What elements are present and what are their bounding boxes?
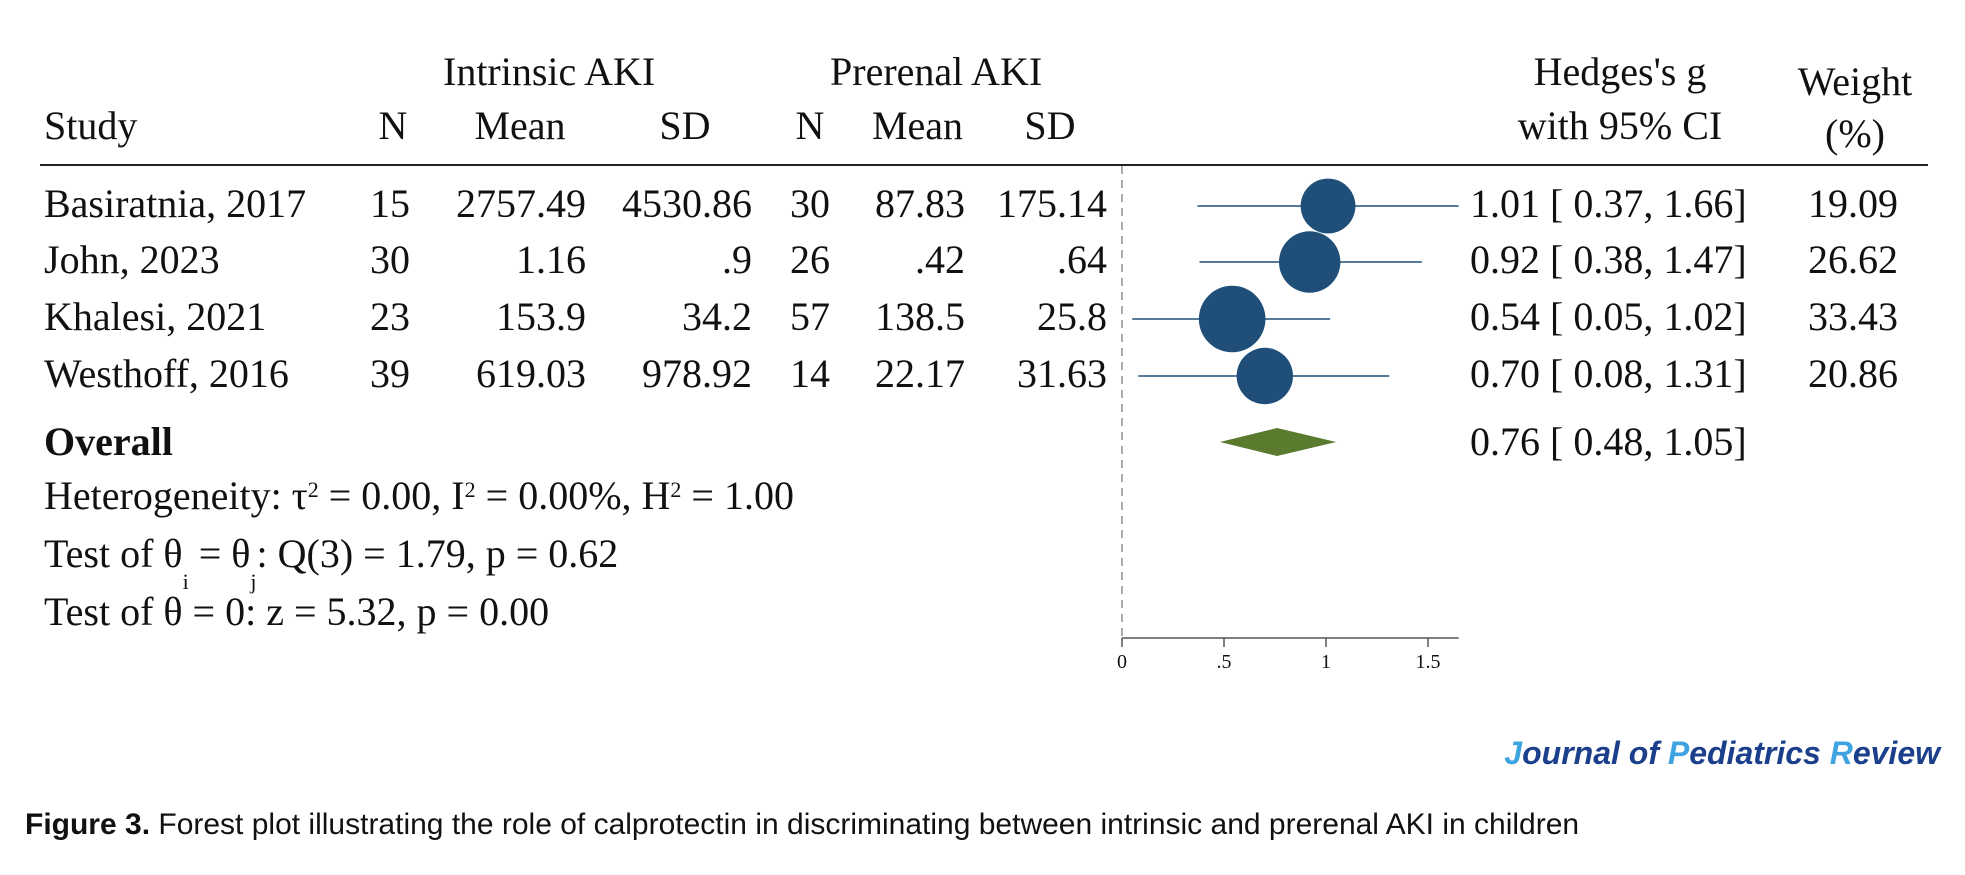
sd1-header: SD: [659, 103, 711, 148]
overall-ci-text: 0.76 [ 0.48, 1.05]: [1470, 419, 1747, 464]
mean1-value: 153.9: [496, 294, 586, 339]
study-name: Khalesi, 2021: [44, 294, 267, 339]
overall-diamond: [1219, 428, 1337, 456]
ci-text: 0.92 [ 0.38, 1.47]: [1470, 237, 1747, 282]
group1-header: Intrinsic AKI: [443, 49, 656, 94]
sd2-value: .64: [1057, 237, 1107, 282]
effect-header-line2: with 95% CI: [1517, 103, 1723, 148]
x-tick-label: 1: [1321, 651, 1331, 673]
study-marker: [1236, 347, 1294, 405]
ci-text: 0.54 [ 0.05, 1.02]: [1470, 294, 1747, 339]
mean2-value: 22.17: [875, 351, 965, 396]
sd2-value: 175.14: [997, 181, 1107, 226]
n1-header: N: [378, 103, 408, 148]
sd1-value: 4530.86: [622, 181, 752, 226]
n2-value: 30: [790, 181, 830, 226]
study-name: Basiratnia, 2017: [44, 181, 307, 226]
n2-value: 26: [790, 237, 830, 282]
journal-logo: Journal of Pediatrics Review: [1504, 735, 1940, 771]
mean1-value: 619.03: [476, 351, 586, 396]
header-rule: [40, 164, 1928, 166]
x-tick-label: 0: [1117, 651, 1127, 673]
overall-effect-test: Test of θ = 0: z = 5.32, p = 0.00: [44, 589, 550, 634]
x-tick-label: .5: [1217, 651, 1232, 673]
n1-value: 15: [370, 181, 410, 226]
study-marker: [1300, 178, 1356, 234]
mean2-header: Mean: [871, 103, 964, 148]
effect-header-line1: Hedges's g: [1533, 49, 1707, 94]
weight-value: 26.62: [1808, 237, 1898, 282]
study-name: Westhoff, 2016: [44, 351, 289, 396]
group2-header: Prerenal AKI: [830, 49, 1043, 94]
x-tick-label: 1.5: [1416, 651, 1441, 673]
heterogeneity-stat: Heterogeneity: τ2 = 0.00, I2 = 0.00%, H2…: [44, 473, 794, 518]
study-marker: [1278, 231, 1341, 293]
homogeneity-test: Test of θi = θj: Q(3) = 1.79, p = 0.62: [44, 531, 619, 594]
mean1-header: Mean: [474, 103, 566, 148]
weight-header-line1: Weight: [1797, 59, 1913, 104]
mean2-value: 87.83: [875, 181, 965, 226]
study-marker: [1198, 285, 1266, 353]
n2-header: N: [795, 103, 825, 148]
weight-value: 33.43: [1808, 294, 1898, 339]
n1-value: 30: [370, 237, 410, 282]
sd2-value: 31.63: [1017, 351, 1107, 396]
sd2-header: SD: [1024, 103, 1076, 148]
weight-value: 19.09: [1808, 181, 1898, 226]
figure-caption: Figure 3. Forest plot illustrating the r…: [25, 808, 1580, 841]
mean1-value: 2757.49: [456, 181, 586, 226]
sd1-value: 978.92: [642, 351, 752, 396]
study-name: John, 2023: [44, 237, 220, 282]
n2-value: 14: [790, 351, 830, 396]
sd1-value: 34.2: [682, 294, 752, 339]
mean2-value: .42: [915, 237, 965, 282]
sd1-value: .9: [722, 237, 752, 282]
weight-value: 20.86: [1808, 351, 1898, 396]
sd2-value: 25.8: [1037, 294, 1107, 339]
mean1-value: 1.16: [516, 237, 586, 282]
n1-value: 39: [370, 351, 410, 396]
study-header: Study: [44, 103, 138, 148]
mean2-value: 138.5: [875, 294, 965, 339]
n2-value: 57: [790, 294, 830, 339]
weight-header-line2: (%): [1825, 111, 1885, 156]
ci-text: 0.70 [ 0.08, 1.31]: [1470, 351, 1747, 396]
n1-value: 23: [370, 294, 410, 339]
ci-text: 1.01 [ 0.37, 1.66]: [1470, 181, 1747, 226]
overall-label: Overall: [44, 419, 173, 464]
